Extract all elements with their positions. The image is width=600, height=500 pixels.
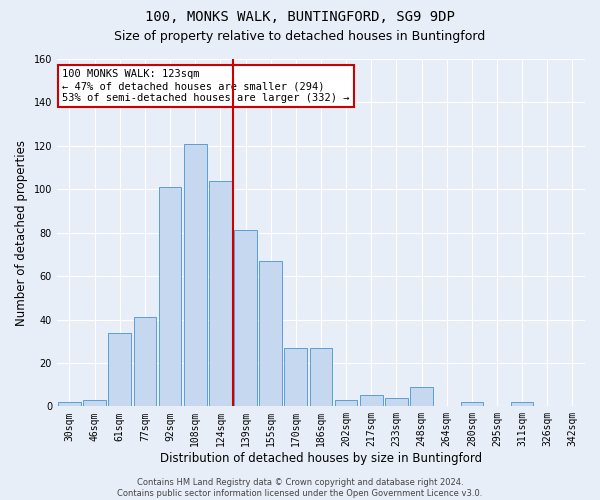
Bar [184, 144, 206, 406]
Bar [209, 180, 232, 406]
Bar [109, 332, 131, 406]
X-axis label: Distribution of detached houses by size in Buntingford: Distribution of detached houses by size … [160, 452, 482, 465]
Bar [335, 400, 358, 406]
Text: 100, MONKS WALK, BUNTINGFORD, SG9 9DP: 100, MONKS WALK, BUNTINGFORD, SG9 9DP [145, 10, 455, 24]
Y-axis label: Number of detached properties: Number of detached properties [15, 140, 28, 326]
Bar [259, 261, 282, 406]
Text: Size of property relative to detached houses in Buntingford: Size of property relative to detached ho… [115, 30, 485, 43]
Bar [511, 402, 533, 406]
Bar [284, 348, 307, 406]
Bar [310, 348, 332, 406]
Bar [234, 230, 257, 406]
Bar [58, 402, 81, 406]
Text: Contains HM Land Registry data © Crown copyright and database right 2024.
Contai: Contains HM Land Registry data © Crown c… [118, 478, 482, 498]
Bar [461, 402, 483, 406]
Bar [410, 387, 433, 406]
Bar [159, 187, 181, 406]
Text: 100 MONKS WALK: 123sqm
← 47% of detached houses are smaller (294)
53% of semi-de: 100 MONKS WALK: 123sqm ← 47% of detached… [62, 70, 350, 102]
Bar [134, 318, 156, 406]
Bar [360, 396, 383, 406]
Bar [83, 400, 106, 406]
Bar [385, 398, 408, 406]
